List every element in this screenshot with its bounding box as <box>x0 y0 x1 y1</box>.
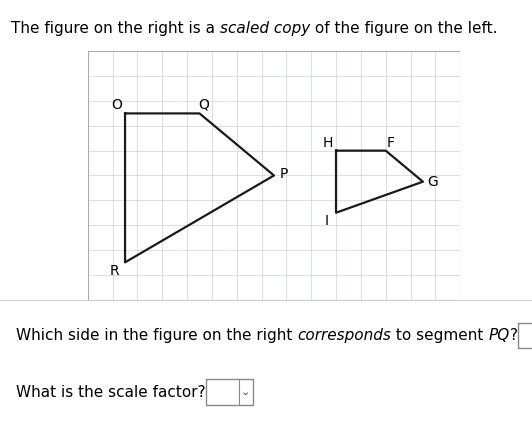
Text: F: F <box>386 136 394 150</box>
Text: G: G <box>428 175 438 189</box>
Text: Q: Q <box>198 98 209 112</box>
Text: P: P <box>280 167 288 181</box>
Text: ⌄: ⌄ <box>241 387 250 397</box>
Text: to segment: to segment <box>391 328 488 343</box>
Text: corresponds: corresponds <box>297 328 391 343</box>
Bar <box>205 379 253 405</box>
Text: ?: ? <box>510 328 518 343</box>
Text: of the figure on the left.: of the figure on the left. <box>310 21 497 36</box>
Text: R: R <box>110 264 119 278</box>
Text: O: O <box>111 98 122 112</box>
Text: Which side in the figure on the right: Which side in the figure on the right <box>16 328 297 343</box>
Text: H: H <box>322 136 332 150</box>
Text: What is the scale factor?: What is the scale factor? <box>16 384 205 400</box>
Text: PQ: PQ <box>488 328 510 343</box>
Bar <box>518 323 532 348</box>
Text: scaled copy: scaled copy <box>220 21 310 36</box>
Text: I: I <box>325 214 329 228</box>
Text: The figure on the right is a: The figure on the right is a <box>11 21 220 36</box>
